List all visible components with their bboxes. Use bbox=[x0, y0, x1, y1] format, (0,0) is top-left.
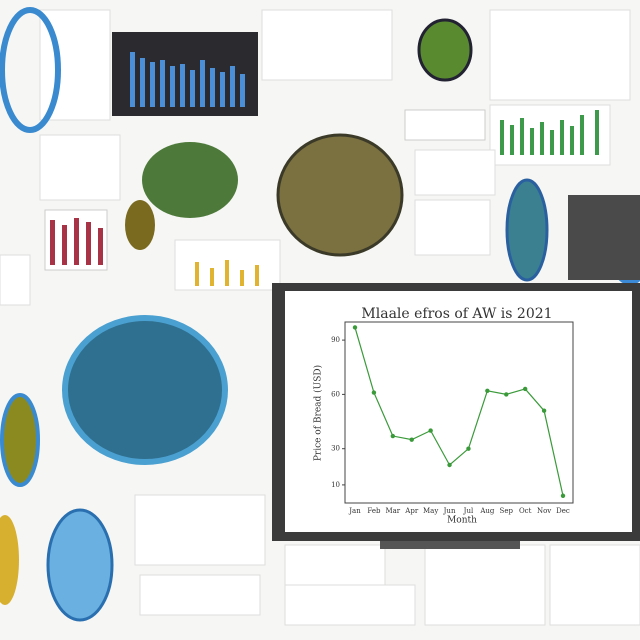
x-tick-label: Apr bbox=[404, 507, 419, 515]
marker bbox=[522, 386, 528, 392]
x-tick-label: Dec bbox=[556, 507, 570, 515]
x-tick-label: Nov bbox=[537, 507, 551, 515]
x-tick-label: Oct bbox=[519, 507, 532, 515]
y-tick-label: 10 bbox=[331, 481, 340, 489]
marker bbox=[485, 388, 490, 393]
y-tick-label: 60 bbox=[331, 390, 340, 398]
y-axis-label: Price of Bread (USD) bbox=[313, 365, 324, 461]
marker bbox=[447, 462, 452, 468]
marker bbox=[371, 390, 377, 395]
collage-decor bbox=[0, 7, 640, 626]
marker bbox=[541, 408, 547, 413]
marker bbox=[560, 493, 566, 498]
marker bbox=[409, 437, 414, 442]
x-tick-label: May bbox=[423, 507, 438, 515]
plot-frame bbox=[344, 321, 574, 504]
y-tick-label: 90 bbox=[331, 336, 340, 344]
marker bbox=[504, 392, 509, 397]
x-tick-label: Jan bbox=[348, 507, 361, 515]
x-tick-label: Mar bbox=[385, 507, 400, 515]
x-tick-label: Jul bbox=[463, 507, 474, 515]
x-tick-label: Jun bbox=[443, 507, 456, 515]
x-tick-label: Sep bbox=[500, 507, 514, 515]
marker bbox=[390, 433, 396, 439]
x-tick-label: Feb bbox=[367, 507, 381, 515]
marker bbox=[466, 446, 471, 451]
y-tick-label: 30 bbox=[331, 445, 340, 453]
x-tick-label: Aug bbox=[479, 507, 495, 515]
marker bbox=[428, 428, 433, 433]
line bbox=[354, 327, 564, 496]
x-axis-label: Month bbox=[447, 516, 477, 526]
marker bbox=[352, 325, 358, 330]
chart-title: Mlaale efros of AW is 2021 bbox=[361, 306, 552, 322]
